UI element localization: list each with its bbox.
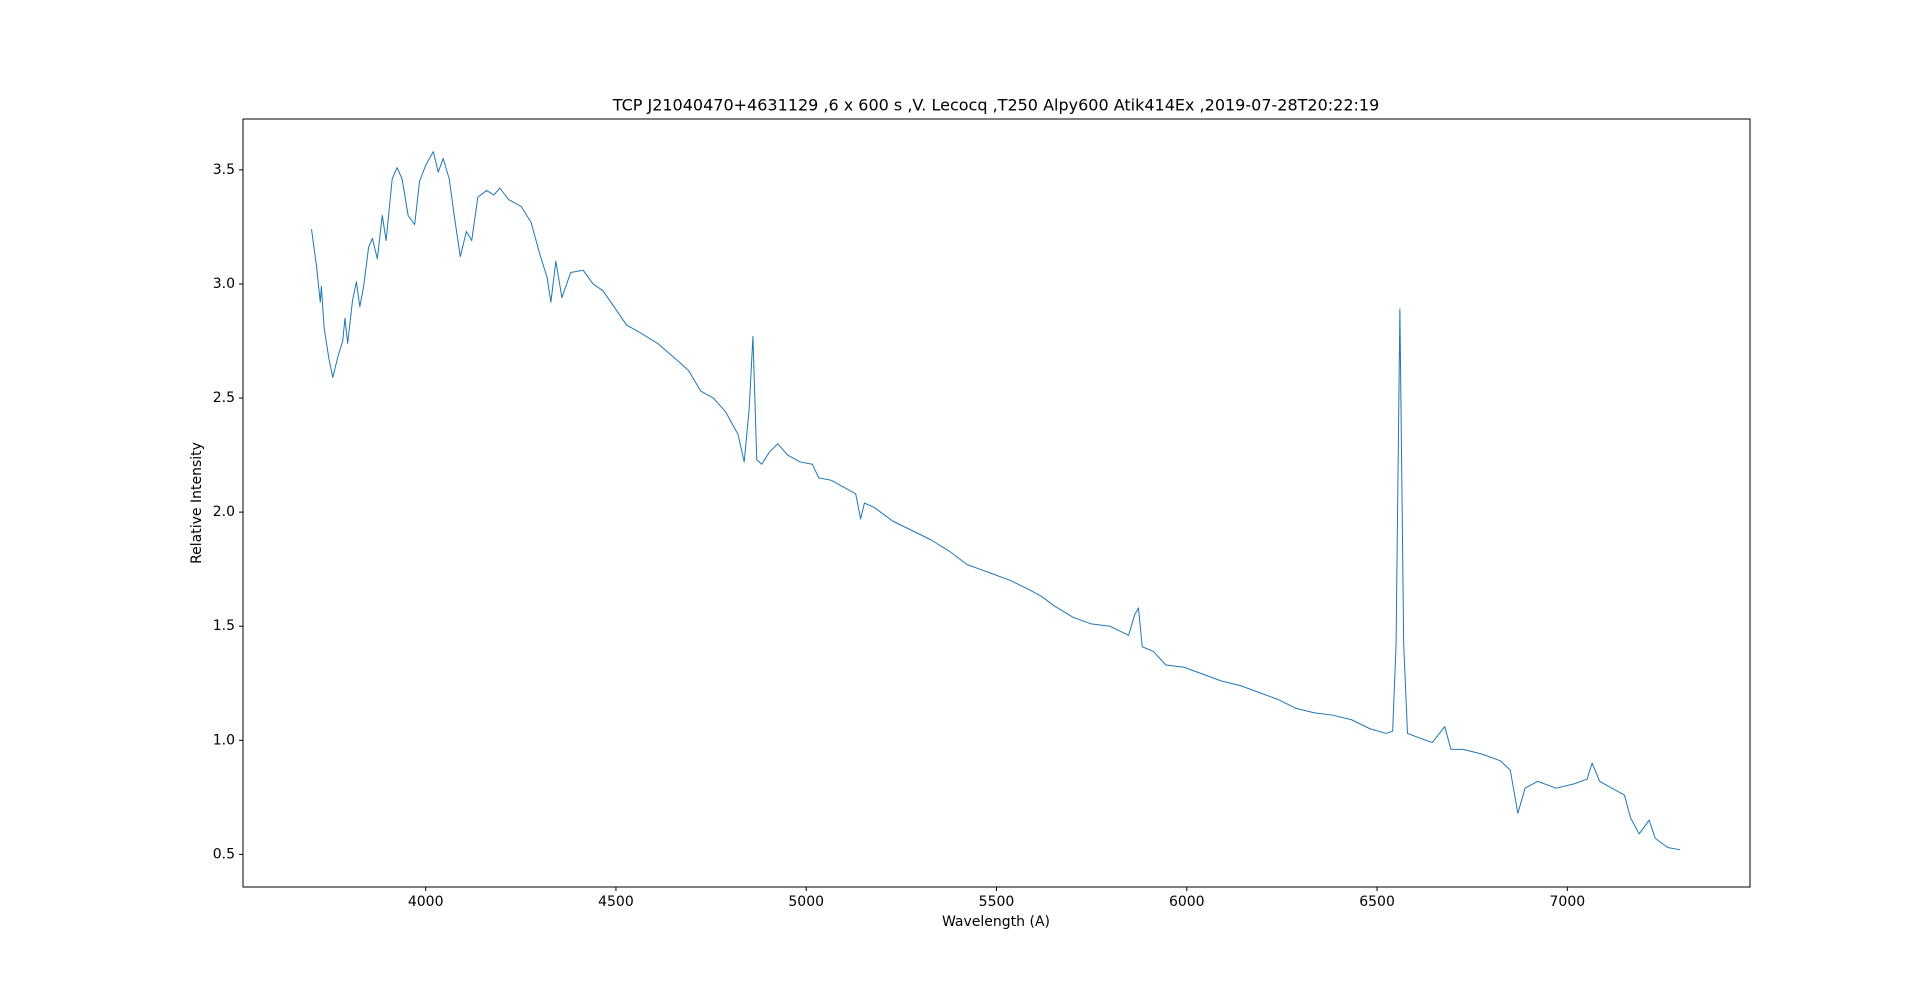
x-tick-label: 4000 xyxy=(408,894,444,910)
y-tick-label: 3.5 xyxy=(213,162,235,178)
x-tick-label: 4500 xyxy=(598,894,634,910)
x-tick-label: 6500 xyxy=(1359,894,1395,910)
chart-title: TCP J21040470+4631129 ,6 x 600 s ,V. Lec… xyxy=(612,96,1380,115)
x-tick-label: 6000 xyxy=(1169,894,1205,910)
y-tick-label: 1.5 xyxy=(213,618,235,634)
x-tick-label: 5500 xyxy=(979,894,1015,910)
y-tick-label: 3.0 xyxy=(213,276,235,292)
y-axis-label: Relative Intensity xyxy=(189,442,205,564)
y-tick-label: 2.5 xyxy=(213,390,235,406)
y-tick-label: 0.5 xyxy=(213,846,235,862)
y-tick-label: 2.0 xyxy=(213,504,235,520)
x-tick-label: 5000 xyxy=(788,894,824,910)
x-tick-label: 7000 xyxy=(1550,894,1586,910)
y-tick-label: 1.0 xyxy=(213,732,235,748)
plot-frame xyxy=(242,118,1751,888)
x-axis-label: Wavelength (A) xyxy=(942,914,1050,930)
spectrum-line xyxy=(311,151,1681,851)
